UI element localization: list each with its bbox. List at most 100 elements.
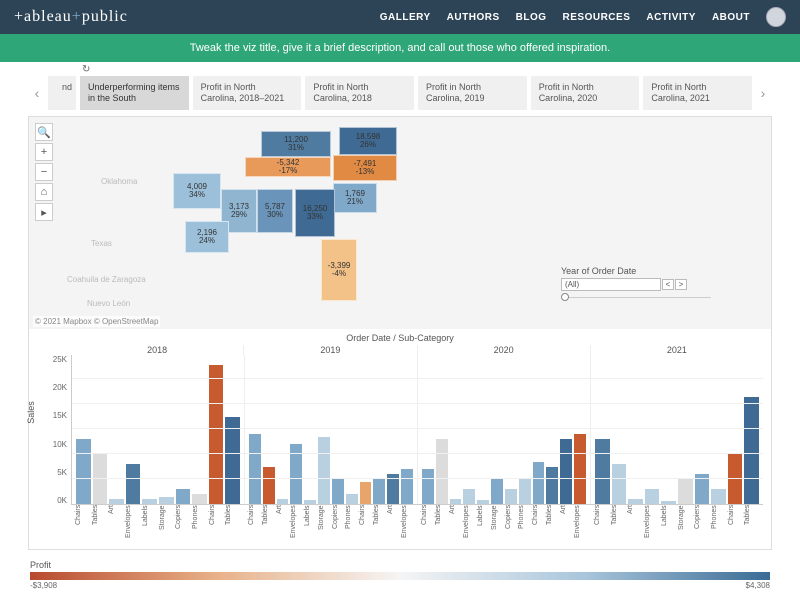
bar[interactable] [346, 494, 358, 504]
bar[interactable] [332, 479, 344, 504]
bar[interactable] [463, 489, 475, 504]
x-tick-label: Tables [611, 505, 626, 543]
bar[interactable] [678, 479, 693, 504]
story-tab[interactable]: Profit in North Carolina, 2021 [643, 76, 752, 110]
bar[interactable] [744, 397, 759, 504]
logo-text-right: public [82, 8, 128, 25]
profit-min-label: -$3,908 [30, 581, 57, 590]
x-tick-label: Chairs [359, 505, 371, 543]
year-filter-prev[interactable]: < [662, 279, 674, 290]
bar[interactable] [711, 489, 726, 504]
bar[interactable] [176, 489, 191, 504]
viz-frame: 🔍+−⌂▸ OklahomaTexasCoahuila de ZaragozaN… [28, 116, 772, 550]
bar[interactable] [249, 434, 261, 504]
map-state[interactable]: -3,399-4% [321, 239, 357, 301]
x-tick-label: Art [276, 505, 288, 543]
map-state[interactable]: 18,59826% [339, 127, 397, 155]
bar[interactable] [304, 500, 316, 504]
map-state[interactable]: 16,25033% [295, 189, 335, 237]
state-pct: 31% [288, 144, 304, 152]
story-prev-button[interactable]: ‹ [28, 76, 46, 110]
chart-title: Order Date / Sub-Category [37, 333, 763, 343]
bar[interactable] [661, 501, 676, 504]
bar[interactable] [477, 500, 489, 504]
nav-about[interactable]: ABOUT [712, 12, 750, 23]
x-tick-label: Envelopes [401, 505, 413, 543]
bar[interactable] [519, 479, 531, 504]
map-play-button[interactable]: ▸ [35, 203, 53, 221]
bar[interactable] [728, 454, 743, 504]
bar[interactable] [159, 497, 174, 504]
map-zoom-out-button[interactable]: − [35, 163, 53, 181]
nav-blog[interactable]: BLOG [516, 12, 547, 23]
bar[interactable] [560, 439, 572, 504]
map-state[interactable]: -7,491-13% [333, 155, 397, 181]
nav-activity[interactable]: ACTIVITY [646, 12, 696, 23]
x-tick-label: Storage [159, 505, 174, 543]
year-filter-slider[interactable] [561, 293, 711, 301]
x-tick-label: Tables [435, 505, 447, 543]
bar[interactable] [422, 469, 434, 504]
nav-gallery[interactable]: GALLERY [380, 12, 431, 23]
bar[interactable] [595, 439, 610, 504]
story-tab[interactable]: Profit in North Carolina, 2020 [531, 76, 640, 110]
map-search-button[interactable]: 🔍 [35, 123, 53, 141]
bar[interactable] [360, 482, 372, 504]
bar[interactable] [277, 499, 289, 504]
map-background-label: Coahuila de Zaragoza [67, 275, 146, 284]
profit-legend-title: Profit [30, 560, 770, 570]
bar[interactable] [628, 499, 643, 504]
bar[interactable] [491, 479, 503, 504]
bar[interactable] [436, 439, 448, 504]
bar[interactable] [93, 454, 108, 504]
bar[interactable] [318, 437, 330, 504]
bar[interactable] [373, 479, 385, 504]
bar[interactable] [574, 434, 586, 504]
story-tab[interactable]: Profit in North Carolina, 2019 [418, 76, 527, 110]
nav-resources[interactable]: RESOURCES [563, 12, 631, 23]
map-state[interactable]: -5,342-17% [245, 157, 331, 177]
bar[interactable] [533, 462, 545, 504]
year-filter-value[interactable]: (All) [561, 278, 661, 291]
year-filter-next[interactable]: > [675, 279, 687, 290]
bar[interactable] [645, 489, 660, 504]
y-tick-label: 10K [53, 440, 67, 449]
story-tab[interactable]: Underperforming items in the South↻ [80, 76, 189, 110]
x-tick-label: Storage [318, 505, 330, 543]
bar[interactable] [612, 464, 627, 504]
map-home-button[interactable]: ⌂ [35, 183, 53, 201]
bar[interactable] [546, 467, 558, 504]
bar[interactable] [109, 499, 124, 504]
map-state[interactable]: 1,76921% [333, 183, 377, 213]
story-tab[interactable]: nd [48, 76, 76, 110]
bar[interactable] [505, 489, 517, 504]
x-tick-label: Phones [518, 505, 530, 543]
map-state[interactable]: 5,78730% [257, 189, 293, 233]
x-tick-label: Envelopes [290, 505, 302, 543]
map-state[interactable]: 4,00934% [173, 173, 221, 209]
bar[interactable] [209, 365, 224, 504]
bar[interactable] [450, 499, 462, 504]
bar[interactable] [263, 467, 275, 504]
map-state[interactable]: 11,20031% [261, 131, 331, 157]
nav-authors[interactable]: AUTHORS [447, 12, 500, 23]
slider-thumb-icon[interactable] [561, 293, 569, 301]
story-next-button[interactable]: › [754, 76, 772, 110]
reload-icon[interactable]: ↻ [82, 64, 90, 76]
bar[interactable] [76, 439, 91, 504]
map-state[interactable]: 2,19624% [185, 221, 229, 253]
chart-year-header: 2018 [71, 345, 244, 355]
bar[interactable] [142, 499, 157, 504]
logo[interactable]: +ableau+public [14, 8, 128, 26]
map-area[interactable]: 🔍+−⌂▸ OklahomaTexasCoahuila de ZaragozaN… [29, 117, 771, 329]
x-tick-label: Envelopes [574, 505, 586, 543]
bar[interactable] [192, 494, 207, 504]
story-tab[interactable]: Profit in North Carolina, 2018 [305, 76, 414, 110]
map-zoom-in-button[interactable]: + [35, 143, 53, 161]
y-tick-label: 0K [57, 496, 67, 505]
bar[interactable] [401, 469, 413, 504]
bar[interactable] [126, 464, 141, 504]
avatar[interactable] [766, 7, 786, 27]
story-tab[interactable]: Profit in North Carolina, 2018–2021 [193, 76, 302, 110]
bar[interactable] [225, 417, 240, 504]
